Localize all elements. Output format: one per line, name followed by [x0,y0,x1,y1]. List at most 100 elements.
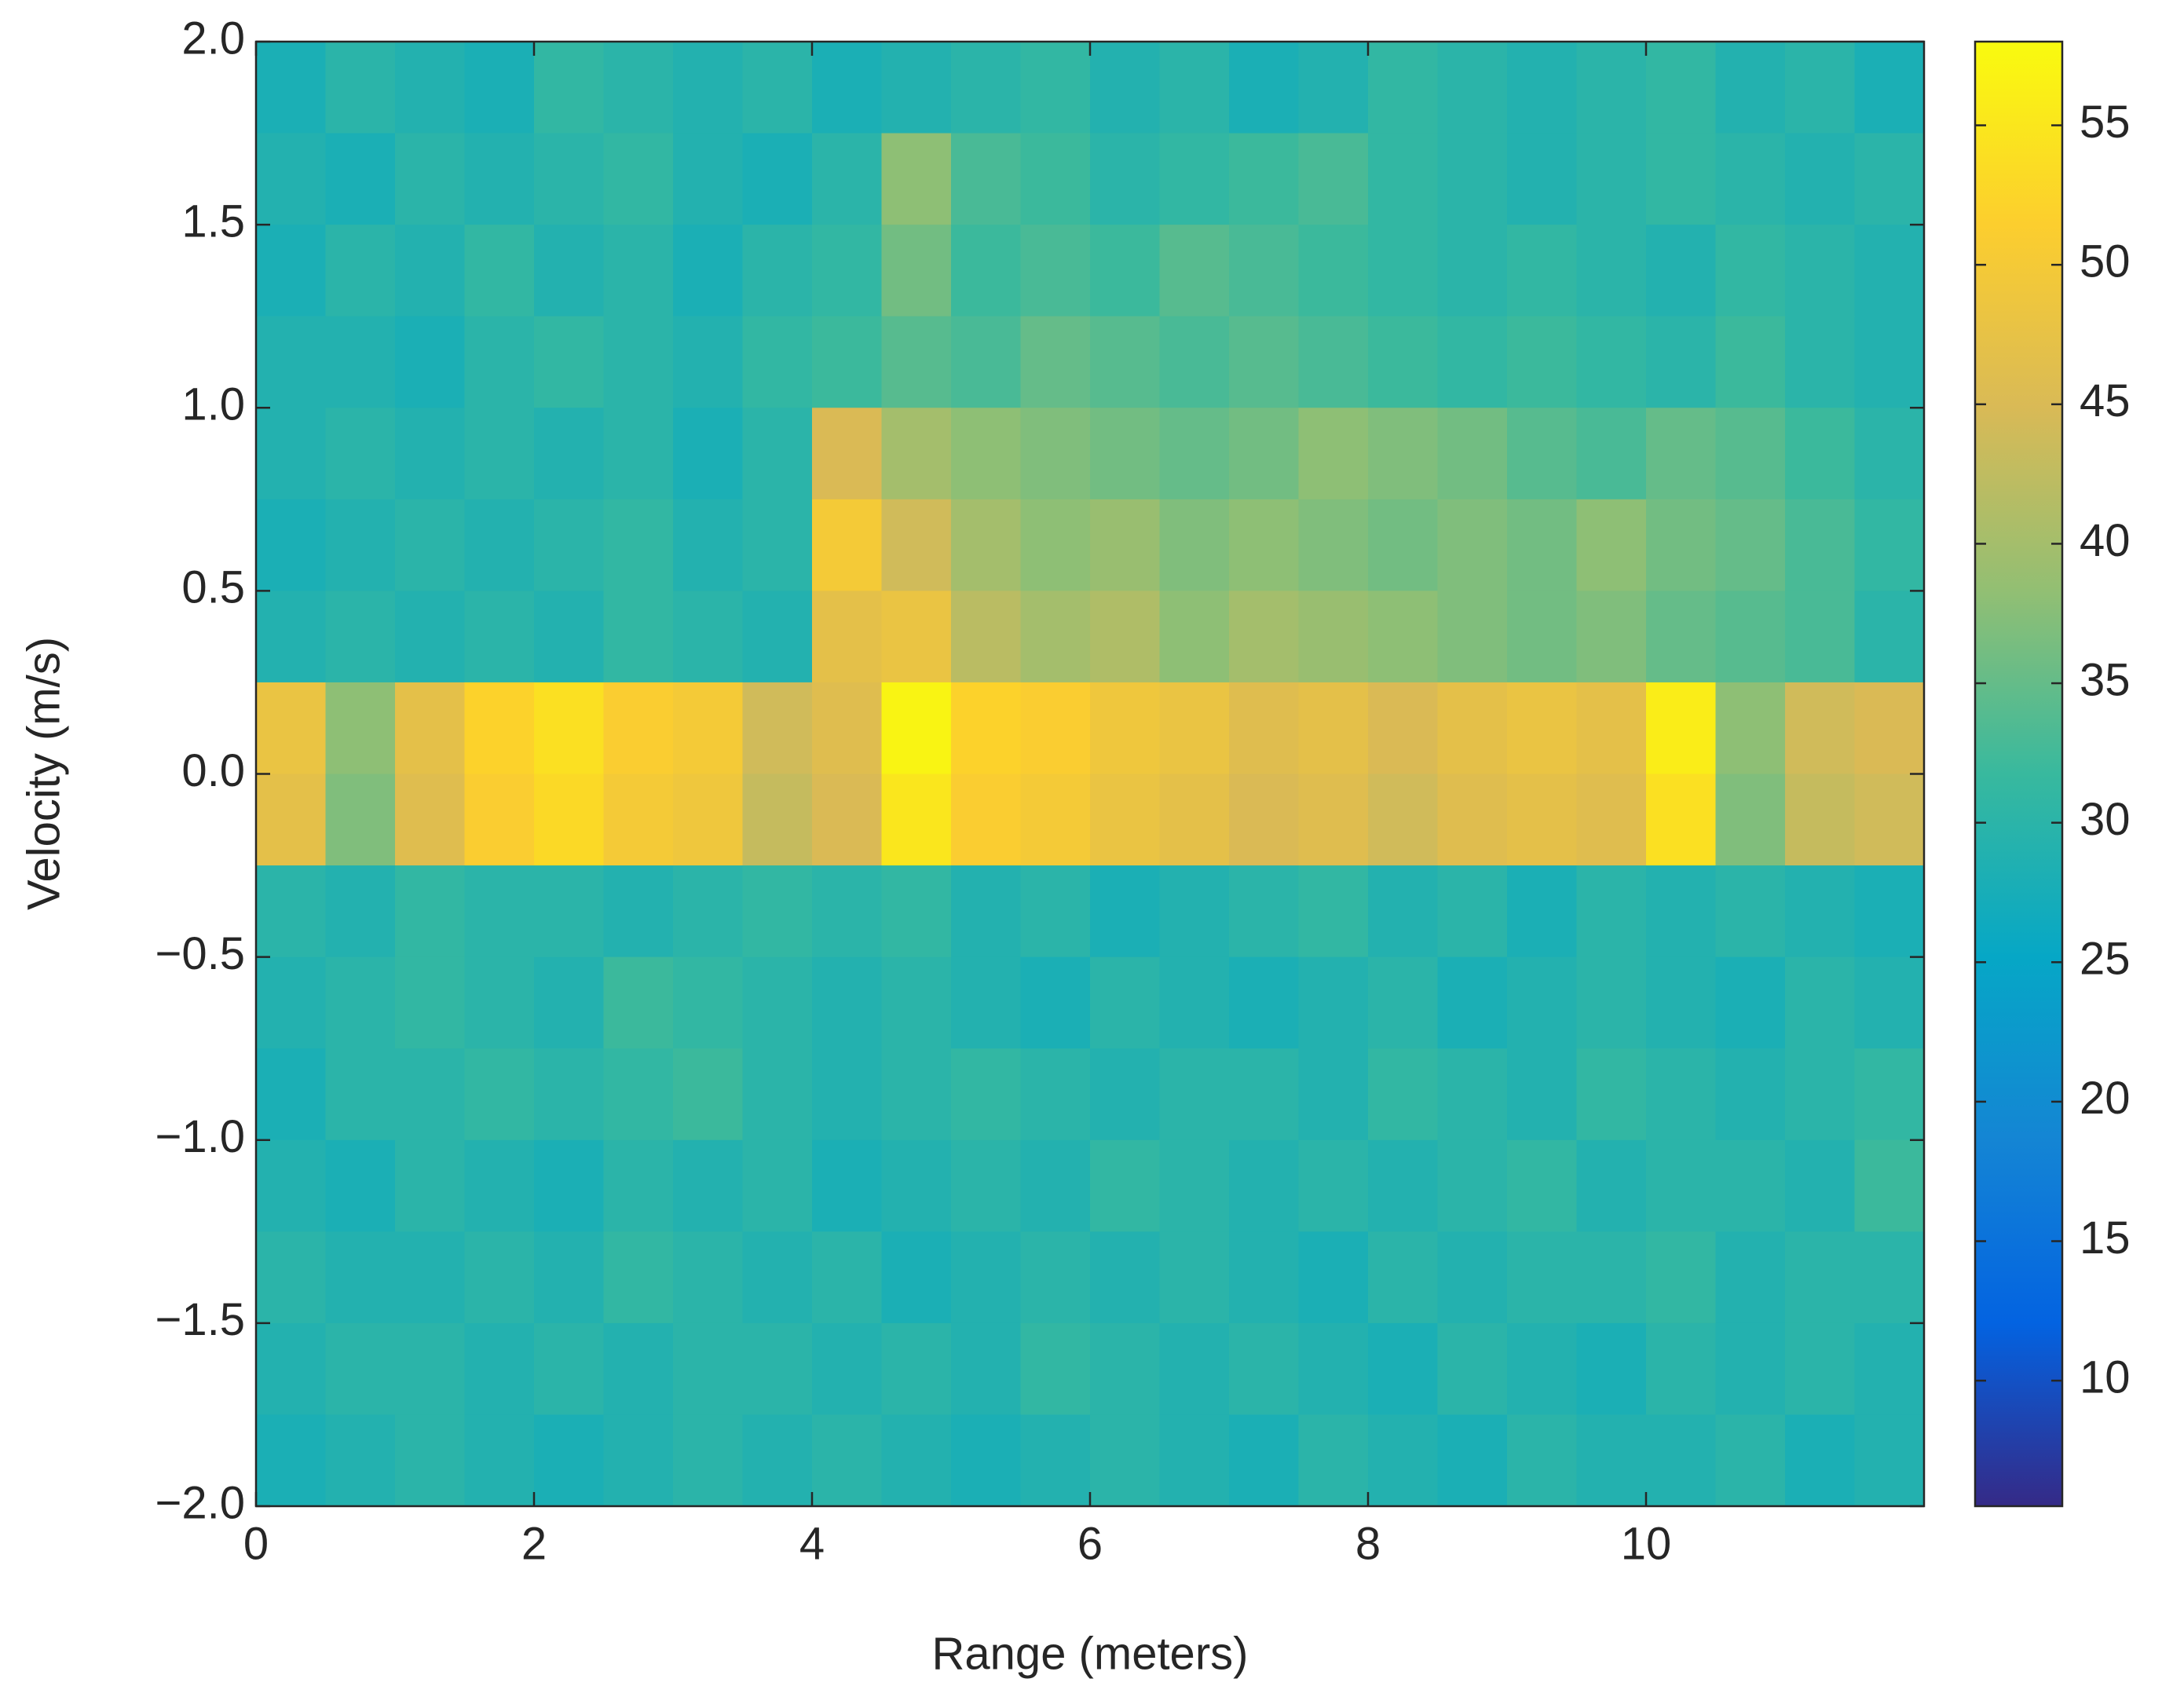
heat-cell [812,42,882,134]
heat-cell [1090,682,1160,774]
heat-cell [881,774,952,866]
heat-cell [1229,42,1299,134]
heat-cell [1159,1322,1230,1415]
x-tick-label: 2 [521,1518,547,1569]
heat-cell [395,1139,465,1232]
heat-cell [812,1139,882,1232]
heat-cell [1854,1322,1925,1415]
heat-cell [673,956,743,1049]
heat-cell [1020,1139,1091,1232]
heat-cell [1020,42,1091,134]
heat-cell [1646,865,1716,958]
heat-cell [812,865,882,958]
heat-cell [1715,225,1786,317]
y-tick-label: 1.5 [181,196,245,247]
heat-cell [742,499,813,591]
heat-cell [1854,133,1925,225]
heat-cell [1298,1231,1369,1324]
heat-cell [1785,1139,1855,1232]
heat-cell [951,774,1021,866]
heat-cell [603,408,674,500]
heat-cell [673,1231,743,1324]
colorbar [1974,40,2064,1508]
heat-cell [603,42,674,134]
heat-cell [395,682,465,774]
heat-cell [1298,682,1369,774]
heat-cell [1159,408,1230,500]
heat-cell [673,42,743,134]
heat-cell [1020,225,1091,317]
heat-cell [1785,682,1855,774]
heat-cell [325,774,396,866]
heat-cell [1854,408,1925,500]
heat-cell [951,591,1021,683]
heat-cell [1159,774,1230,866]
heat-cell [603,133,674,225]
x-tick-label: 4 [799,1518,825,1569]
heat-cell [464,682,535,774]
heat-cell [1715,42,1786,134]
heat-cell [1715,774,1786,866]
heat-cell [1715,1139,1786,1232]
heat-cell [1715,1231,1786,1324]
y-tick-label: 2.0 [181,13,245,64]
heat-cell [1090,1414,1160,1507]
heat-cell [1368,1139,1438,1232]
heat-cell [1646,591,1716,683]
heat-cell [1090,133,1160,225]
heat-cell [881,1231,952,1324]
heat-cell [1368,1048,1438,1141]
heat-cell [1020,591,1091,683]
heat-cell [1159,956,1230,1049]
heat-cell [673,774,743,866]
heat-cell [1437,42,1508,134]
heat-cell [464,225,535,317]
heat-cell [742,1414,813,1507]
heat-cell [1785,133,1855,225]
heat-cell [1646,1414,1716,1507]
heat-cell [1715,408,1786,500]
heat-cell [534,1231,604,1324]
heat-cell [1229,133,1299,225]
heat-cell [881,1322,952,1415]
heat-cell [1854,1139,1925,1232]
heat-cell [1507,1139,1577,1232]
y-tick-label: 0.5 [181,562,245,613]
heat-cell [256,42,326,134]
y-tick-label: −2.0 [155,1477,246,1528]
heat-cell [1715,1048,1786,1141]
heat-cell [325,956,396,1049]
heat-cell [1298,1048,1369,1141]
heat-cell [951,682,1021,774]
heat-cell [256,682,326,774]
heat-cell [256,956,326,1049]
heat-cell [1298,1414,1369,1507]
heat-cell [812,956,882,1049]
heat-cell [325,1414,396,1507]
heat-cell [395,133,465,225]
heat-cell [812,1322,882,1415]
heat-cell [534,956,604,1049]
heat-cell [1159,133,1230,225]
heat-cell [1368,316,1438,408]
heat-cell [951,1048,1021,1141]
heat-cell [1229,1139,1299,1232]
heat-cell [1646,225,1716,317]
heat-cell [464,956,535,1049]
heat-cell [1298,408,1369,500]
heat-cell [1715,591,1786,683]
heat-cell [1298,1139,1369,1232]
heat-cell [881,1048,952,1141]
heat-cell [603,591,674,683]
heat-cell [1368,225,1438,317]
colorbar-tick-label: 20 [2080,1073,2131,1124]
heat-cell [1646,956,1716,1049]
heat-cell [742,225,813,317]
heat-cell [1090,499,1160,591]
heat-cell [673,1048,743,1141]
heat-cell [395,1322,465,1415]
heat-cell [395,774,465,866]
heat-cell [1229,865,1299,958]
heat-cell [1715,499,1786,591]
heat-cell [1785,956,1855,1049]
